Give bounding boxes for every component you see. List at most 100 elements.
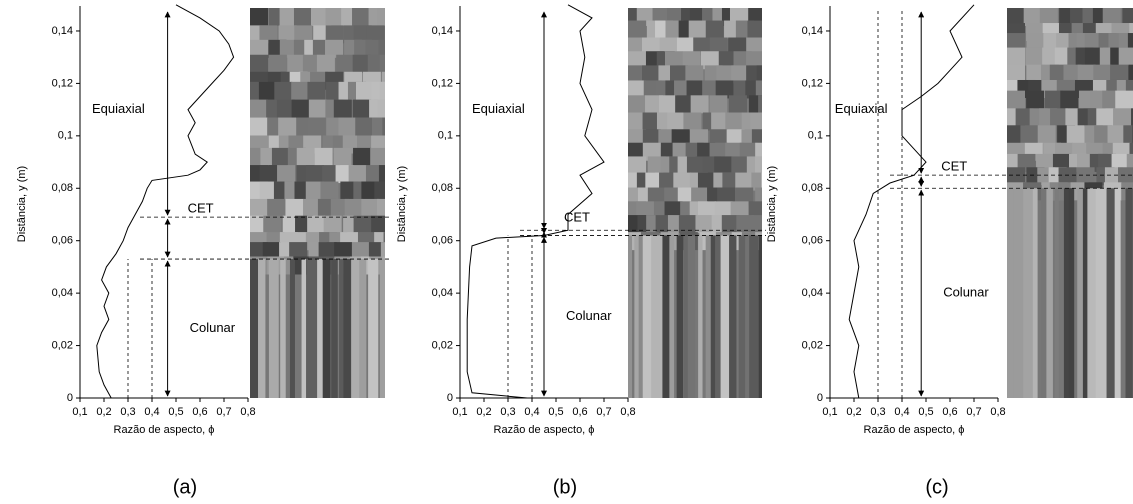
grain: [686, 156, 705, 175]
y-tick-label: 0,08: [52, 182, 73, 194]
grain: [307, 81, 326, 100]
x-tick-label: 0,8: [240, 406, 255, 418]
grain: [665, 51, 684, 70]
y-axis-title: Distância, y (m): [396, 166, 408, 242]
grain: [1026, 33, 1045, 52]
grain: [380, 242, 385, 261]
grain: [287, 54, 306, 73]
grain: [705, 20, 724, 39]
x-tick-label: 0,6: [942, 406, 957, 418]
grain: [383, 135, 385, 154]
x-tick-label: 0,8: [620, 406, 635, 418]
columnar-grain: [1068, 188, 1075, 398]
grain: [325, 8, 344, 26]
grain: [736, 215, 755, 234]
grain: [325, 25, 344, 44]
grain: [289, 242, 308, 261]
grain: [709, 95, 728, 114]
grain: [714, 201, 733, 220]
region-label: Colunar: [566, 308, 612, 323]
grain: [628, 20, 646, 39]
y-tick-label: 0,06: [802, 235, 823, 247]
grain: [353, 147, 372, 166]
grain: [379, 54, 385, 73]
grain: [291, 81, 310, 100]
grain: [352, 8, 371, 26]
grain: [1123, 125, 1133, 144]
grain: [1060, 90, 1079, 109]
grain: [370, 147, 385, 166]
columnar-grain: [634, 235, 643, 398]
y-axis-title: Distância, y (m): [766, 166, 778, 242]
y-tick-label: 0,14: [802, 25, 823, 37]
grain: [676, 37, 695, 56]
region-label: CET: [188, 201, 214, 216]
grain: [675, 95, 694, 114]
grain: [731, 156, 750, 175]
region-label: Colunar: [190, 320, 236, 335]
columnar-grain: [1054, 188, 1059, 398]
x-tick-label: 0,7: [596, 406, 611, 418]
grain: [278, 25, 297, 44]
columnar-grain: [331, 259, 338, 398]
grain: [755, 80, 762, 99]
columnar-grain: [729, 235, 737, 398]
grain: [379, 81, 385, 100]
grain: [371, 117, 385, 136]
grain: [673, 172, 692, 191]
grain: [685, 65, 704, 84]
grain: [751, 215, 762, 234]
grain: [1115, 90, 1133, 109]
columnar-grain: [1023, 188, 1034, 398]
columnar-grain: [317, 259, 324, 398]
grain: [746, 51, 762, 70]
columnar-grain: [250, 259, 262, 398]
region-label: CET: [564, 210, 590, 225]
grain: [377, 8, 385, 26]
grain: [291, 99, 310, 118]
grain: [697, 172, 716, 191]
grain: [1113, 108, 1132, 127]
grain: [667, 112, 686, 131]
y-tick-label: 0,06: [432, 235, 453, 247]
grain: [664, 201, 683, 220]
grain: [1084, 33, 1103, 52]
grain: [670, 65, 689, 84]
grain: [718, 51, 737, 70]
grain: [725, 112, 744, 131]
grain: [383, 232, 385, 251]
grain: [691, 187, 710, 206]
grain: [250, 54, 268, 73]
y-tick-label: 0,08: [802, 182, 823, 194]
grain: [700, 51, 719, 70]
grain: [1084, 47, 1103, 66]
grain: [305, 181, 324, 200]
grain: [296, 147, 315, 166]
columnar-grain: [258, 259, 266, 398]
y-tick-label: 0,06: [52, 235, 73, 247]
grain: [664, 187, 683, 206]
grain: [334, 242, 353, 261]
grain: [751, 172, 762, 191]
region-label: CET: [941, 159, 967, 174]
columnar-grain: [715, 235, 725, 398]
columnar-grain: [1082, 188, 1091, 398]
grain: [761, 172, 762, 191]
columnar-grain: [1063, 188, 1072, 398]
columnar-grain: [268, 259, 279, 398]
grain: [1020, 125, 1039, 144]
y-tick-label: 0,1: [438, 130, 453, 142]
x-tick-label: 0,2: [476, 406, 491, 418]
grain: [697, 201, 716, 220]
columnar-grain: [720, 235, 732, 398]
grain: [271, 147, 290, 166]
grain: [1026, 90, 1045, 109]
columnar-grain: [683, 235, 691, 398]
grain: [378, 39, 385, 58]
grain: [645, 172, 664, 191]
columnar-grain: [1087, 188, 1099, 398]
columnar-grain: [306, 259, 318, 398]
panel-label: (c): [925, 476, 948, 498]
grain: [302, 54, 321, 73]
x-tick-label: 0,3: [500, 406, 515, 418]
